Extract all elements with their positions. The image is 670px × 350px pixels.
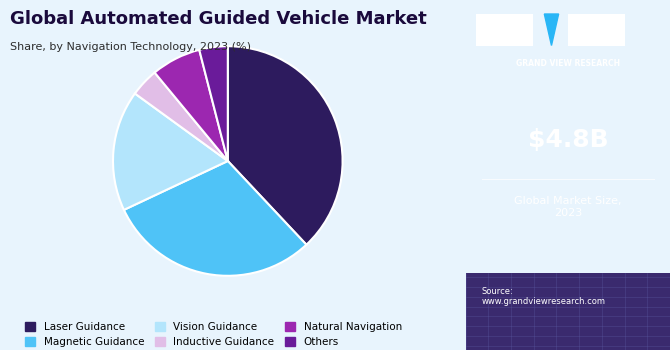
Text: Global Automated Guided Vehicle Market: Global Automated Guided Vehicle Market [10, 10, 427, 28]
FancyBboxPatch shape [476, 14, 533, 46]
Text: Source:
www.grandviewresearch.com: Source: www.grandviewresearch.com [482, 287, 606, 306]
Text: GRAND VIEW RESEARCH: GRAND VIEW RESEARCH [516, 60, 620, 69]
Text: Global Market Size,
2023: Global Market Size, 2023 [514, 196, 622, 218]
Wedge shape [113, 93, 228, 210]
Wedge shape [228, 46, 342, 245]
Wedge shape [135, 72, 228, 161]
Wedge shape [124, 161, 306, 276]
FancyBboxPatch shape [568, 14, 625, 46]
Text: Share, by Navigation Technology, 2023 (%): Share, by Navigation Technology, 2023 (%… [10, 42, 251, 52]
Wedge shape [199, 46, 228, 161]
Text: $4.8B: $4.8B [527, 128, 608, 152]
Legend: Laser Guidance, Magnetic Guidance, Vision Guidance, Inductive Guidance, Natural : Laser Guidance, Magnetic Guidance, Visio… [21, 318, 406, 350]
FancyBboxPatch shape [466, 273, 670, 350]
Polygon shape [544, 14, 559, 46]
Wedge shape [155, 50, 228, 161]
